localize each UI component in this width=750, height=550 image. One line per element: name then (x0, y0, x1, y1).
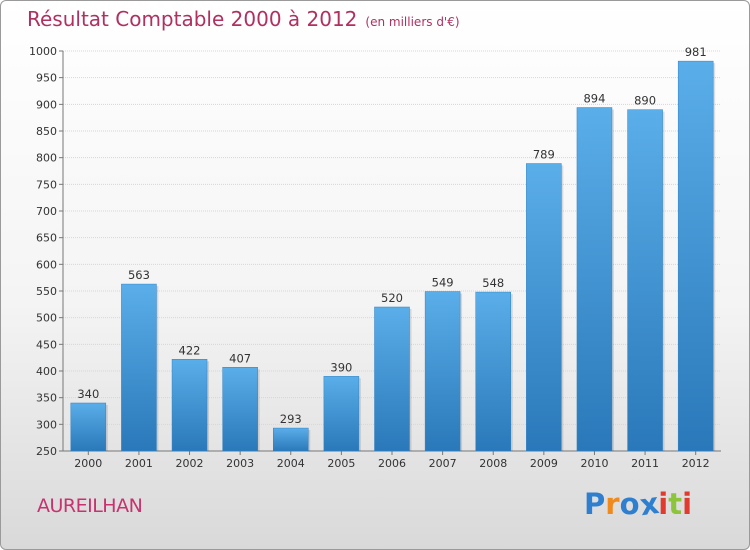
value-label-2001: 563 (128, 268, 150, 282)
y-tick-label: 250 (36, 445, 57, 458)
value-label-2002: 422 (179, 343, 201, 357)
y-tick-label: 700 (36, 205, 57, 218)
bar-2001 (121, 283, 157, 452)
value-label-2003: 407 (229, 351, 251, 365)
y-tick-label: 950 (36, 72, 57, 85)
y-tick-label: 400 (36, 365, 57, 378)
title-text: Résultat Comptable 2000 à 2012 (27, 7, 358, 31)
value-label-2006: 520 (381, 291, 403, 305)
value-label-2011: 890 (634, 94, 656, 108)
logo-letter: o (619, 487, 640, 521)
value-label-2005: 390 (330, 360, 352, 374)
bar-2012 (677, 60, 714, 452)
chart-title: Résultat Comptable 2000 à 2012 (en millie… (27, 7, 460, 31)
y-tick-label: 750 (36, 178, 57, 191)
bar-2003 (222, 367, 258, 452)
x-tick-label-2012: 2012 (682, 457, 710, 470)
x-tick-label-2006: 2006 (378, 457, 406, 470)
x-tick-label-2005: 2005 (327, 457, 355, 470)
value-label-2000: 340 (77, 387, 99, 401)
x-tick-label-2011: 2011 (631, 457, 659, 470)
bar-2011 (627, 109, 663, 452)
y-tick-label: 850 (36, 125, 57, 138)
bar-2009 (526, 163, 562, 452)
x-tick-label-2000: 2000 (74, 457, 102, 470)
y-tick-label: 900 (36, 98, 57, 111)
labels: 340 2000 563 2001 422 2002 407 2003 293 2004 390 20… (74, 45, 709, 470)
bar-2004 (273, 427, 309, 452)
logo-letter: P (584, 487, 606, 521)
y-tick-label: 550 (36, 285, 57, 298)
proxiti-logo: Proxiti (584, 485, 693, 523)
logo-letter: t (668, 487, 683, 521)
x-tick-label-2007: 2007 (429, 457, 457, 470)
x-tick-label-2002: 2002 (176, 457, 204, 470)
bar-2006 (374, 306, 410, 452)
value-label-2004: 293 (280, 412, 302, 426)
y-tick-label: 600 (36, 258, 57, 271)
value-label-2009: 789 (533, 148, 555, 162)
x-tick-label-2003: 2003 (226, 457, 254, 470)
value-label-2012: 981 (685, 45, 707, 59)
value-label-2007: 549 (432, 276, 454, 290)
y-tick-label: 300 (36, 418, 57, 431)
x-tick-label-2008: 2008 (479, 457, 507, 470)
logo-letter: x (637, 485, 661, 523)
bar-2002 (171, 359, 208, 452)
location-label: AUREILHAN (37, 495, 143, 517)
bar-2010 (576, 107, 613, 452)
logo-letter: i (682, 487, 693, 521)
logo-letter: i (658, 487, 669, 521)
value-label-2008: 548 (482, 276, 504, 290)
y-tick-label: 650 (36, 232, 57, 245)
x-tick-label-2009: 2009 (530, 457, 558, 470)
y-tick-label: 450 (36, 338, 57, 351)
bar-2007 (424, 291, 461, 452)
bars (70, 60, 716, 452)
y-tick-label: 500 (36, 312, 57, 325)
x-tick-label-2010: 2010 (580, 457, 608, 470)
value-label-2010: 894 (583, 92, 605, 106)
bar-2005 (323, 376, 360, 452)
logo-letter: r (605, 487, 620, 521)
x-tick-label-2001: 2001 (125, 457, 153, 470)
bar-2008 (475, 291, 511, 452)
chart-subtitle: (en milliers d'€) (365, 15, 460, 29)
bar-2000 (70, 402, 107, 452)
x-tick-label-2004: 2004 (277, 457, 305, 470)
y-tick-label: 1000 (29, 45, 57, 58)
y-tick-label: 350 (36, 392, 57, 405)
y-tick-label: 800 (36, 152, 57, 165)
